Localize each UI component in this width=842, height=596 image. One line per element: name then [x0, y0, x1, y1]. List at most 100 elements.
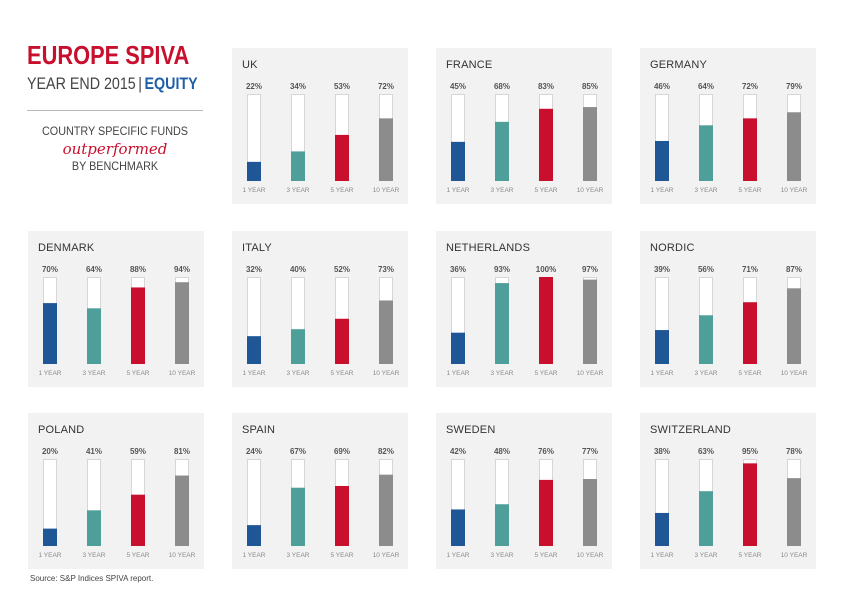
- chart-panel-germany: GERMANY 46% 1 YEAR 64% 3 YEAR 72% 5 YEAR 79% 10 …: [640, 48, 816, 204]
- category-label: 10 YEAR: [781, 370, 808, 377]
- category-label: 3 YEAR: [490, 187, 513, 194]
- bar-10-year: [787, 288, 801, 364]
- bar-3-year: [87, 510, 101, 546]
- bar-5-year: [131, 494, 145, 546]
- chart-title: UK: [242, 59, 258, 71]
- bar-3-year: [291, 151, 305, 181]
- bar-1-year: [655, 140, 669, 181]
- bar-3-year: [699, 315, 713, 364]
- chart-title: NORDIC: [650, 242, 695, 254]
- category-label: 10 YEAR: [373, 187, 400, 194]
- value-label: 77%: [582, 447, 598, 456]
- value-label: 38%: [654, 447, 670, 456]
- bar-5-year: [335, 318, 349, 364]
- value-label: 97%: [582, 265, 598, 274]
- caption-line-1: COUNTRY SPECIFIC FUNDS: [41, 124, 189, 138]
- bar-3-year: [495, 504, 509, 546]
- bar-1-year: [451, 141, 465, 181]
- bar-3-year: [495, 283, 509, 364]
- value-label: 78%: [786, 447, 802, 456]
- value-label: 69%: [334, 447, 350, 456]
- value-label: 67%: [290, 447, 306, 456]
- chart-panel-poland: POLAND 20% 1 YEAR 41% 3 YEAR 59% 5 YEAR 81% 10 Y…: [28, 413, 204, 569]
- category-label: 10 YEAR: [577, 187, 604, 194]
- bar-5-year: [743, 118, 757, 181]
- bar-5-year: [539, 479, 553, 546]
- chart-svg: 20% 1 YEAR 41% 3 YEAR 59% 5 YEAR 81% 10 YEAR: [38, 447, 196, 559]
- value-label: 82%: [378, 447, 394, 456]
- category-label: 3 YEAR: [286, 370, 309, 377]
- bar-10-year: [379, 118, 393, 181]
- bar-1-year: [247, 336, 261, 364]
- bar-10-year: [583, 479, 597, 546]
- category-label: 3 YEAR: [694, 370, 717, 377]
- category-label: 10 YEAR: [169, 370, 196, 377]
- category-label: 1 YEAR: [650, 187, 673, 194]
- chart-panel-denmark: DENMARK 70% 1 YEAR 64% 3 YEAR 88% 5 YEAR 94% 10 …: [28, 231, 204, 387]
- category-label: 5 YEAR: [738, 552, 761, 559]
- chart-panel-nordic: NORDIC 39% 1 YEAR 56% 3 YEAR 71% 5 YEAR 87% 10 Y…: [640, 231, 816, 387]
- header: EUROPE SPIVA YEAR END 2015 | EQUITY COUNTR…: [27, 40, 207, 173]
- chart-title: NETHERLANDS: [446, 242, 531, 254]
- category-label: 5 YEAR: [738, 370, 761, 377]
- category-label: 10 YEAR: [169, 552, 196, 559]
- value-label: 87%: [786, 265, 802, 274]
- chart-title: SWITZERLAND: [650, 424, 732, 436]
- category-label: 1 YEAR: [446, 187, 469, 194]
- value-label: 45%: [450, 82, 466, 91]
- chart-svg: 42% 1 YEAR 48% 3 YEAR 76% 5 YEAR 77% 10 YEAR: [446, 447, 603, 559]
- value-label: 63%: [698, 447, 714, 456]
- category-label: 3 YEAR: [82, 552, 105, 559]
- bar-10-year: [175, 475, 189, 546]
- value-label: 46%: [654, 82, 670, 91]
- bar-10-year: [379, 474, 393, 546]
- category-label: 3 YEAR: [490, 370, 513, 377]
- value-label: 22%: [246, 82, 262, 91]
- chart-panel-sweden: SWEDEN 42% 1 YEAR 48% 3 YEAR 76% 5 YEAR 77% 10 Y…: [436, 413, 612, 569]
- chart-panel-spain: SPAIN 24% 1 YEAR 67% 3 YEAR 69% 5 YEAR 82% 10 YE…: [232, 413, 408, 569]
- subtitle-accent: EQUITY: [144, 74, 198, 93]
- value-label: 72%: [378, 82, 394, 91]
- chart-svg: 45% 1 YEAR 68% 3 YEAR 83% 5 YEAR 85% 10 YEAR: [446, 82, 604, 194]
- category-label: 3 YEAR: [694, 187, 717, 194]
- category-label: 5 YEAR: [126, 552, 149, 559]
- category-label: 10 YEAR: [781, 552, 808, 559]
- value-label: 88%: [130, 265, 146, 274]
- category-label: 1 YEAR: [242, 552, 265, 559]
- bar-3-year: [699, 125, 713, 181]
- category-label: 5 YEAR: [534, 552, 557, 559]
- value-label: 79%: [786, 82, 802, 91]
- chart-svg: 39% 1 YEAR 56% 3 YEAR 71% 5 YEAR 87% 10 YEAR: [650, 265, 808, 377]
- chart-title: FRANCE: [446, 59, 493, 71]
- category-label: 1 YEAR: [38, 552, 61, 559]
- chart-svg: 38% 1 YEAR 63% 3 YEAR 95% 5 YEAR 78% 10 YEAR: [650, 447, 808, 559]
- chart-svg: 32% 1 YEAR 40% 3 YEAR 52% 5 YEAR 73% 10 YEAR: [242, 265, 399, 377]
- category-label: 1 YEAR: [242, 370, 265, 377]
- bar-5-year: [335, 134, 349, 181]
- bar-5-year: [743, 302, 757, 364]
- value-label: 42%: [450, 447, 466, 456]
- value-label: 39%: [654, 265, 670, 274]
- bar-10-year: [583, 107, 597, 181]
- subtitle-separator: |: [138, 74, 142, 93]
- value-label: 71%: [742, 265, 758, 274]
- value-label: 94%: [174, 265, 190, 274]
- bar-10-year: [787, 478, 801, 546]
- category-label: 10 YEAR: [577, 370, 604, 377]
- value-label: 68%: [494, 82, 510, 91]
- bar-10-year: [583, 279, 597, 364]
- value-label: 36%: [450, 265, 466, 274]
- bar-5-year: [743, 463, 757, 546]
- bar-5-year: [131, 287, 145, 364]
- page-title: EUROPE SPIVA: [27, 40, 190, 70]
- source-note: Source: S&P Indices SPIVA report.: [30, 574, 154, 583]
- value-label: 70%: [42, 265, 58, 274]
- bar-3-year: [699, 491, 713, 546]
- chart-panel-france: FRANCE 45% 1 YEAR 68% 3 YEAR 83% 5 YEAR 85% 10 Y…: [436, 48, 612, 204]
- category-label: 3 YEAR: [286, 187, 309, 194]
- chart-svg: 36% 1 YEAR 93% 3 YEAR 100% 5 YEAR 97% 10 YEAR: [446, 265, 604, 377]
- value-label: 95%: [742, 447, 758, 456]
- value-label: 52%: [334, 265, 350, 274]
- value-label: 34%: [290, 82, 306, 91]
- chart-title: ITALY: [242, 242, 272, 254]
